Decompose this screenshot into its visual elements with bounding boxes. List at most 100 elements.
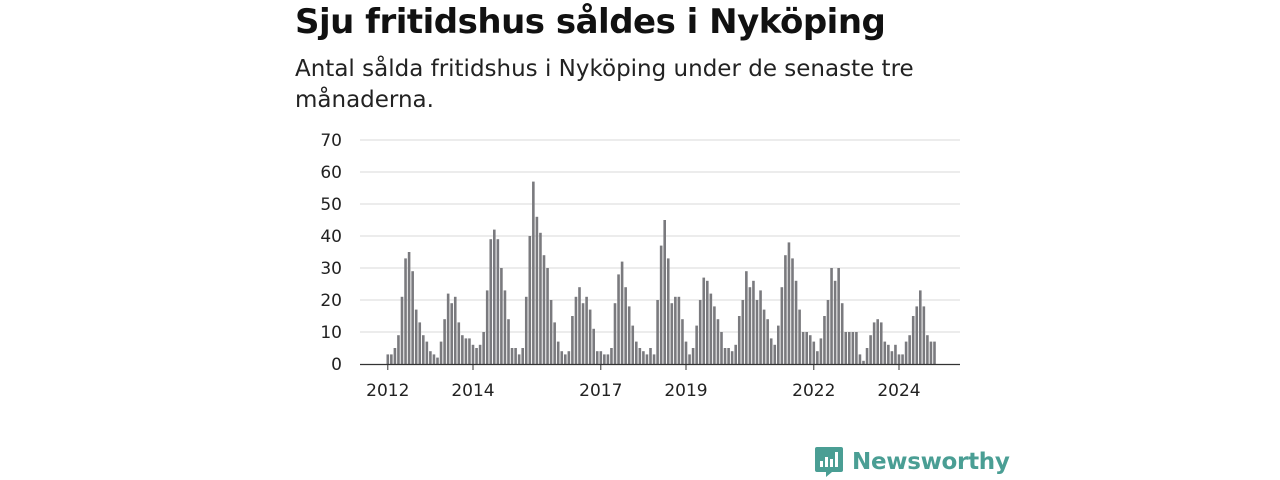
- bar: [606, 354, 610, 364]
- bar: [695, 325, 698, 364]
- bar: [911, 316, 915, 364]
- bar: [439, 341, 443, 364]
- bars: [386, 181, 936, 364]
- bar: [517, 354, 521, 364]
- bar: [475, 348, 478, 364]
- bar: [780, 287, 784, 364]
- bar: [659, 245, 663, 364]
- x-axis: 2012 2014 2017 2019 2022 2024: [360, 363, 960, 401]
- newsworthy-brand[interactable]: Newsworthy: [814, 446, 1010, 478]
- bar: [844, 332, 848, 364]
- bar: [851, 332, 855, 364]
- bar: [691, 348, 695, 364]
- bar: [720, 332, 723, 364]
- bar: [393, 348, 397, 364]
- bar: [663, 220, 666, 364]
- bar: [443, 319, 446, 364]
- bar: [929, 341, 933, 364]
- bar: [670, 303, 674, 364]
- bar: [709, 293, 713, 364]
- y-axis-tick-labels: 0 10 20 30 40 50 60 70: [320, 131, 342, 375]
- bar: [787, 242, 791, 364]
- bar: [397, 335, 400, 364]
- bar: [681, 319, 684, 364]
- bar: [883, 341, 887, 364]
- bar: [791, 258, 794, 364]
- bar: [706, 280, 709, 364]
- bar: [904, 341, 908, 364]
- bar: [901, 354, 904, 364]
- y-tick-label: 50: [320, 195, 342, 215]
- bar: [471, 344, 475, 364]
- bar: [478, 344, 482, 364]
- bar: [425, 341, 429, 364]
- newsworthy-logo-icon: [815, 447, 843, 477]
- bar: [812, 341, 816, 364]
- value-labels: 7: [932, 0, 944, 5]
- bar: [887, 344, 890, 364]
- bar: [627, 306, 631, 364]
- bar: [432, 354, 436, 364]
- bar: [564, 354, 567, 364]
- bar: [567, 351, 571, 364]
- x-tick-label: 2014: [451, 381, 494, 401]
- x-tick-label: 2017: [579, 381, 622, 401]
- bar: [446, 293, 450, 364]
- bar: [404, 258, 407, 364]
- bar: [489, 239, 493, 364]
- x-tick-label: 2012: [366, 381, 409, 401]
- y-tick-label: 40: [320, 227, 342, 247]
- bar: [727, 348, 730, 364]
- bar: [514, 348, 517, 364]
- bar: [897, 354, 901, 364]
- bar: [730, 351, 734, 364]
- bar: [528, 236, 532, 364]
- bar: [737, 316, 741, 364]
- bar: [468, 338, 471, 364]
- brand-name: Newsworthy: [852, 449, 1010, 475]
- bar: [865, 348, 869, 364]
- bar: [635, 341, 638, 364]
- bar: [485, 290, 489, 364]
- bar: [684, 341, 688, 364]
- bar: [464, 338, 468, 364]
- bar: [542, 255, 546, 364]
- bar: [620, 261, 624, 364]
- bar: [801, 332, 805, 364]
- bar: [755, 300, 759, 364]
- bar: [539, 232, 542, 364]
- bar: [603, 354, 606, 364]
- bar: [521, 348, 524, 364]
- bar: [386, 354, 390, 364]
- bar: [674, 296, 677, 364]
- bar: [830, 268, 833, 364]
- bar: [769, 338, 773, 364]
- bar: [784, 255, 787, 364]
- bar: [613, 303, 617, 364]
- value-label: 7: [932, 0, 944, 5]
- bar: [457, 322, 461, 364]
- bar: [638, 348, 642, 364]
- y-tick-label: 20: [320, 291, 342, 311]
- bar: [748, 287, 752, 364]
- bar: [745, 271, 748, 364]
- bar: [553, 322, 556, 364]
- bar: [610, 348, 613, 364]
- bar: [734, 344, 737, 364]
- bar: [411, 271, 414, 364]
- bar: [592, 328, 595, 364]
- bar: [578, 287, 581, 364]
- y-tick-label: 0: [331, 355, 342, 375]
- bar: [862, 360, 865, 364]
- bar: [500, 268, 503, 364]
- bar: [507, 319, 510, 364]
- bar: [848, 332, 851, 364]
- bar: [450, 303, 453, 364]
- bar: [688, 354, 691, 364]
- bar: [429, 351, 432, 364]
- y-tick-label: 60: [320, 163, 342, 183]
- bar: [808, 335, 812, 364]
- bar: [503, 290, 507, 364]
- bar: [858, 354, 862, 364]
- bar: [872, 322, 876, 364]
